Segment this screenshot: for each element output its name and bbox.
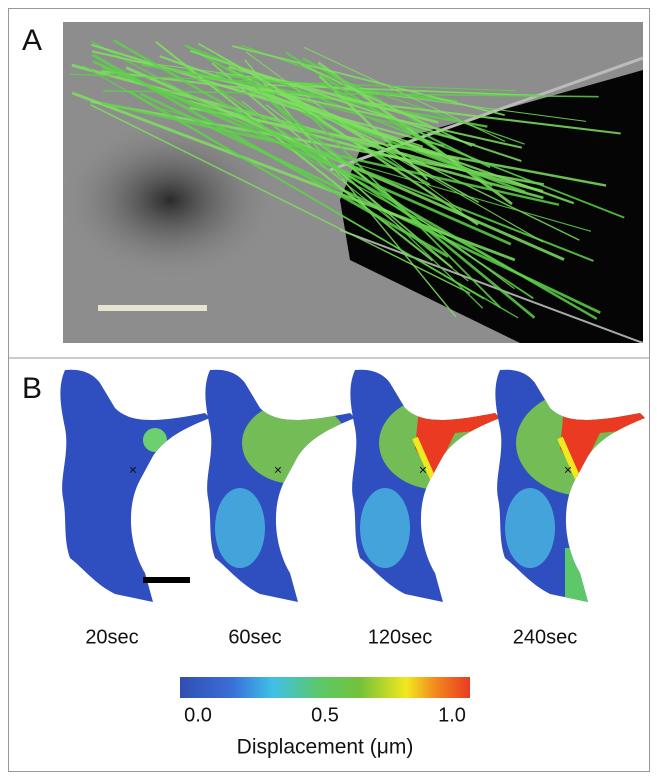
cell-fill (200, 368, 360, 608)
edge (565, 548, 595, 608)
cell-map: × (200, 368, 360, 608)
panel-label: B (22, 372, 42, 405)
cell-map: × (345, 368, 505, 608)
frame-label: 20sec (85, 626, 138, 648)
cyan (505, 488, 555, 568)
scale-bar (98, 305, 207, 311)
spot (143, 428, 167, 452)
base (200, 368, 360, 608)
cyan (360, 488, 410, 568)
figure: A B × × × × 20sec 60sec 120sec 240sec 0.0 0.5 1.… (0, 0, 657, 779)
cyan (215, 488, 265, 568)
page: A B × × × × 20sec 60sec 120sec 240sec 0.0 0.5 1.… (0, 0, 657, 779)
marker: × (564, 462, 572, 478)
micrograph (60, 22, 643, 343)
marker: × (129, 462, 137, 478)
scale-bar (143, 577, 190, 583)
colorbar-ticks: 0.0 0.5 1.0 (184, 698, 466, 726)
colorbar (180, 677, 470, 698)
cell-fill (490, 368, 654, 608)
frame-label: 120sec (368, 626, 433, 648)
cell-map: × (490, 368, 654, 608)
tick-label: 0.5 (311, 704, 339, 726)
base (55, 368, 215, 608)
tick-label: 0.0 (184, 704, 212, 726)
colorbar-label: Displacement (μm) (237, 736, 414, 759)
frame-label: 240sec (513, 626, 578, 648)
cell-fill (55, 368, 215, 608)
cell-fill (345, 368, 505, 608)
marker: × (419, 462, 427, 478)
cells: × × × × (55, 368, 654, 608)
green (242, 402, 348, 484)
cell-map: × (55, 368, 215, 608)
frame-label: 60sec (228, 626, 281, 648)
panel-label: A (22, 24, 42, 57)
marker: × (274, 462, 282, 478)
tick-label: 1.0 (438, 704, 466, 726)
frame-labels: 20sec 60sec 120sec 240sec (85, 626, 577, 648)
